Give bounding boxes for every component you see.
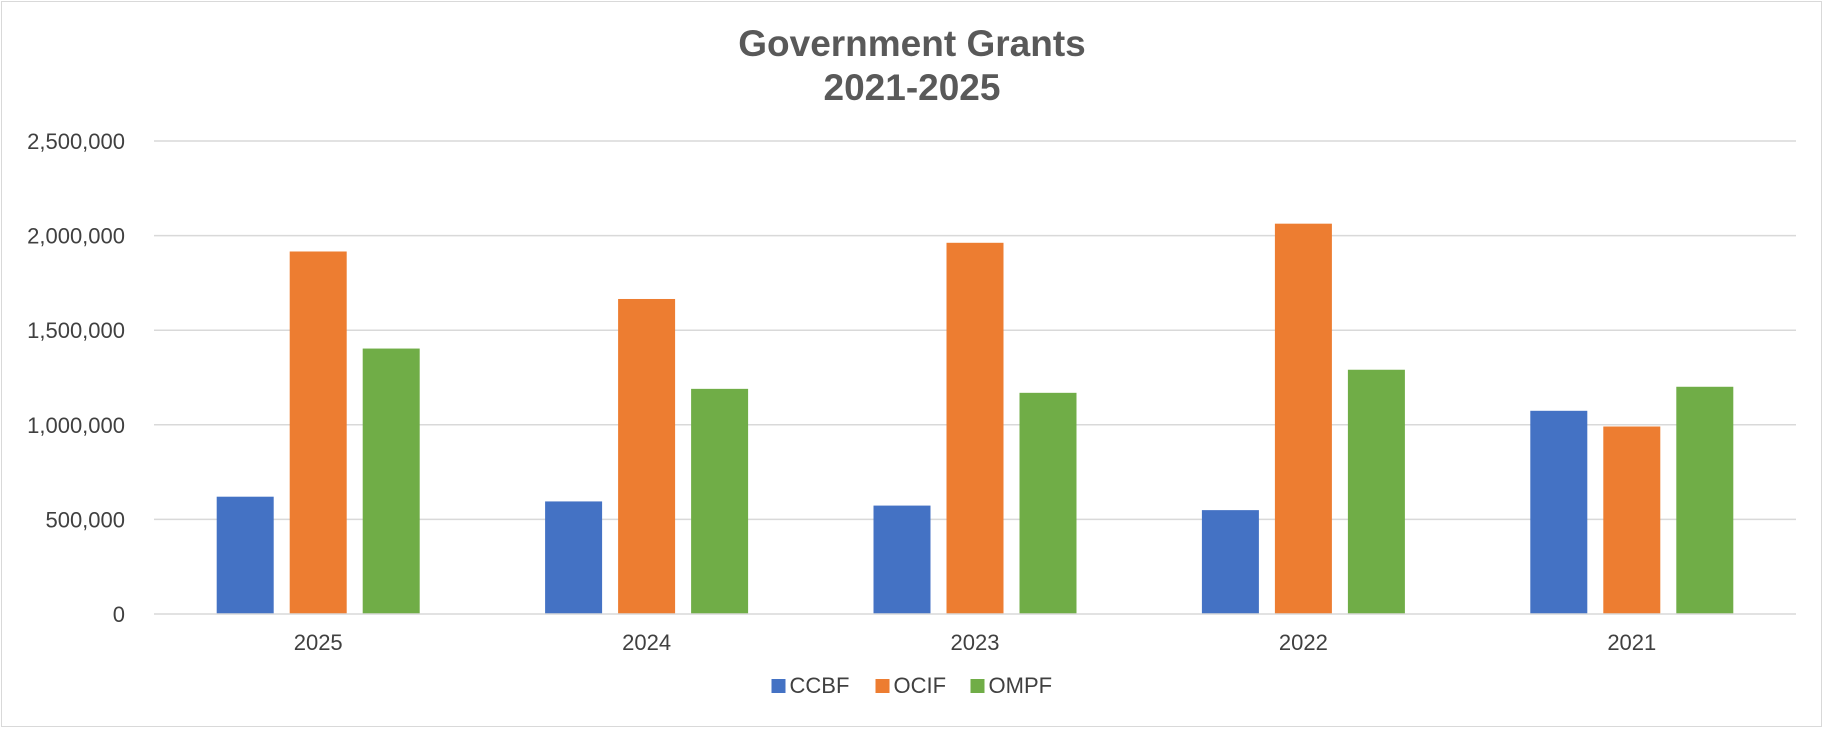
x-tick-label: 2023 bbox=[951, 630, 1000, 655]
y-tick-label: 2,500,000 bbox=[27, 129, 125, 154]
x-tick-label: 2024 bbox=[622, 630, 671, 655]
bar-ocif-2021 bbox=[1603, 426, 1661, 614]
legend-swatch-ocif bbox=[875, 679, 890, 693]
x-tick-label: 2025 bbox=[294, 630, 343, 655]
bar-ompf-2021 bbox=[1676, 386, 1734, 614]
bar-ompf-2022 bbox=[1347, 369, 1405, 614]
bar-ocif-2022 bbox=[1274, 223, 1332, 614]
legend-label-ocif: OCIF bbox=[894, 673, 947, 698]
bar-ocif-2025 bbox=[289, 251, 347, 614]
bars bbox=[216, 223, 1734, 614]
y-axis-tick-labels: 0 500,000 1,000,000 1,500,000 2,000,000 2,500… bbox=[27, 129, 125, 627]
y-tick-label: 1,500,000 bbox=[27, 318, 125, 343]
chart-title-line-1: Government Grants bbox=[738, 23, 1085, 64]
bar-ompf-2024 bbox=[691, 388, 749, 614]
bar-ocif-2023 bbox=[946, 242, 1004, 614]
y-tick-label: 0 bbox=[113, 602, 125, 627]
y-tick-label: 2,000,000 bbox=[27, 224, 125, 249]
bar-ccbf-2023 bbox=[873, 505, 931, 614]
bar-ccbf-2025 bbox=[216, 496, 274, 614]
bar-ccbf-2024 bbox=[545, 501, 603, 614]
bar-ocif-2024 bbox=[618, 298, 676, 614]
y-tick-label: 500,000 bbox=[45, 507, 125, 532]
y-tick-label: 1,000,000 bbox=[27, 413, 125, 438]
bar-ompf-2023 bbox=[1019, 392, 1077, 614]
legend-label-ccbf: CCBF bbox=[790, 673, 850, 698]
bar-ompf-2025 bbox=[362, 348, 420, 614]
legend-label-ompf: OMPF bbox=[989, 673, 1053, 698]
bar-ccbf-2022 bbox=[1201, 510, 1259, 614]
bar-ccbf-2021 bbox=[1530, 410, 1588, 614]
x-axis-tick-labels: 2025 2024 2023 2022 2021 bbox=[294, 630, 1657, 655]
x-tick-label: 2022 bbox=[1279, 630, 1328, 655]
legend-swatch-ompf bbox=[970, 679, 985, 693]
legend: CCBF OCIF OMPF bbox=[771, 673, 1053, 698]
x-tick-label: 2021 bbox=[1607, 630, 1656, 655]
chart-title-line-2: 2021-2025 bbox=[824, 67, 1001, 108]
legend-swatch-ccbf bbox=[771, 679, 786, 693]
